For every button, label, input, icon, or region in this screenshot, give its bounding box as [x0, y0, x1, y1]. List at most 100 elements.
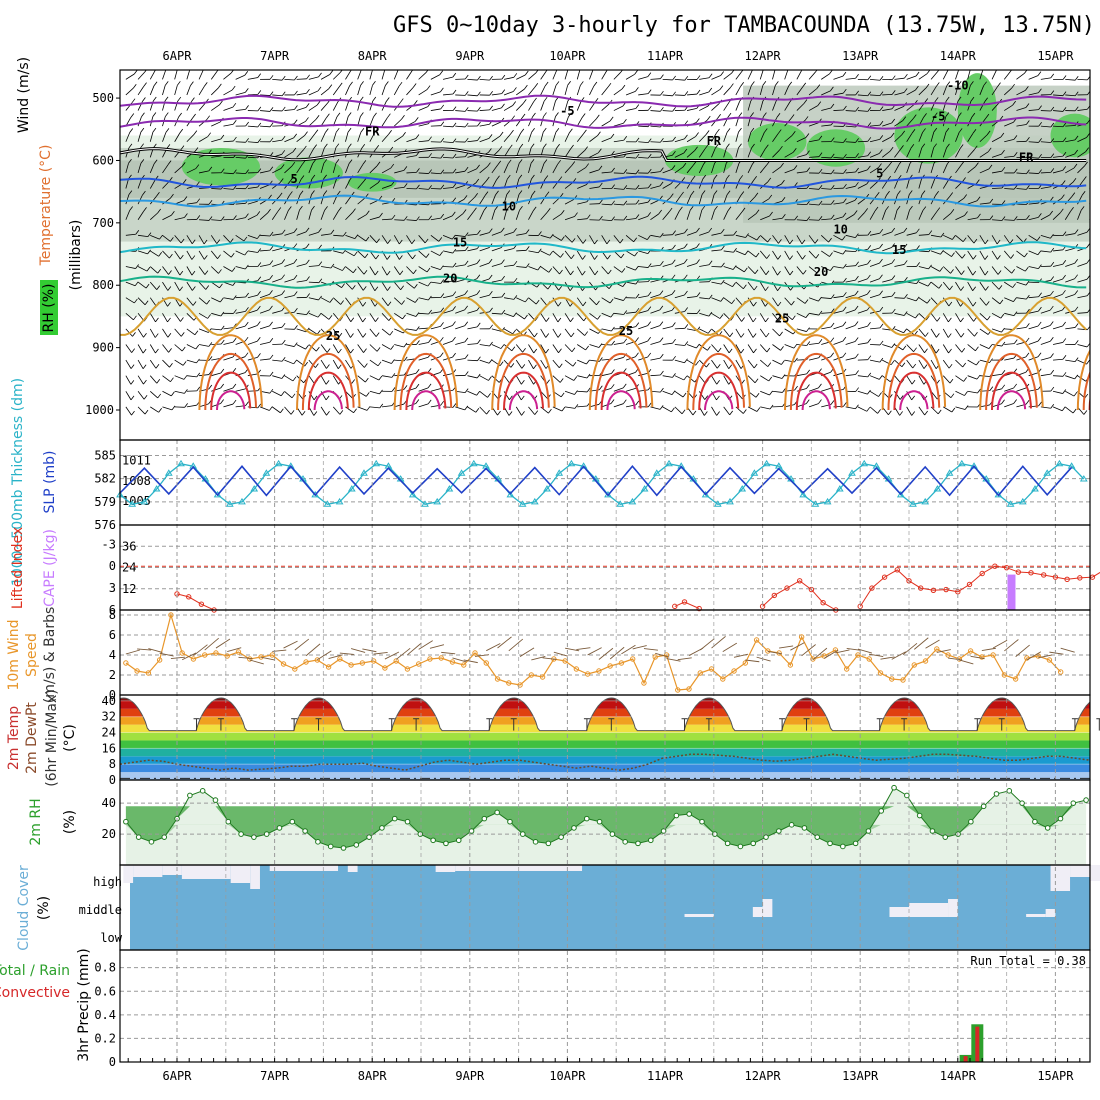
wind-barb [441, 651, 456, 655]
wind-barb [467, 168, 477, 174]
wind-barb-flag [184, 213, 188, 218]
wind-barb [1028, 172, 1039, 174]
wind-barb-flag [525, 263, 530, 268]
wind-barb [442, 309, 453, 314]
wind-barb [857, 169, 868, 174]
wind-barb-flag [158, 408, 162, 413]
wind-barb-flag [558, 348, 562, 353]
wind-barb [1089, 281, 1090, 283]
cloud-clear-high [1070, 865, 1090, 877]
wind-barb [711, 210, 715, 220]
wind-barb-flag [156, 192, 160, 197]
wind-barb [638, 187, 649, 189]
wind-barb [979, 281, 986, 291]
li-point [943, 586, 949, 593]
wind-barb-flag [350, 317, 355, 323]
wind-barb-flag [269, 245, 274, 251]
wind-barb-flag [780, 162, 784, 168]
wind-barb-flag [647, 153, 652, 159]
wind-barb-flag [855, 233, 859, 238]
wind-barb-flag [972, 129, 977, 134]
wind-barb-flag [311, 205, 315, 211]
wind-barb [723, 250, 734, 253]
wind-barb-flag [524, 84, 528, 90]
wind-barb [833, 216, 844, 221]
wind-barb [601, 297, 611, 304]
wind-barb [174, 132, 181, 142]
wind-barb-flag [362, 333, 367, 338]
wind-barb-flag [403, 166, 408, 171]
wind-barb-flag [1096, 379, 1099, 383]
wind-speed-point [675, 687, 681, 693]
wind-barb-flag [659, 290, 664, 295]
wind-barb-flag [789, 239, 794, 245]
wind-barb-flag [777, 129, 782, 134]
rh-point [443, 840, 449, 847]
wind-barb-flag [131, 348, 135, 353]
wind-barb [894, 106, 904, 111]
wind-barb [369, 281, 376, 291]
wind-barb [260, 125, 271, 128]
wind-barb [552, 70, 558, 80]
wind-barb-flag [452, 183, 457, 188]
wind-barb [223, 281, 233, 286]
rh-point [878, 808, 885, 814]
wind-barb-flag [635, 169, 640, 175]
wind-barb [564, 344, 573, 352]
wind-barb-flag [689, 205, 694, 211]
isotherm-loop [704, 390, 734, 411]
wind-barb [272, 326, 283, 330]
wind-speed-point [911, 662, 917, 668]
wind-barb-flag [843, 105, 847, 111]
wind-barb-flag [997, 82, 1001, 87]
wind-barb-flag [281, 374, 286, 379]
wind-barb [137, 297, 146, 306]
wind-barb [906, 232, 917, 236]
wind-speed-point [134, 668, 140, 674]
rh-point [827, 840, 833, 847]
wind-barb-flag [879, 340, 884, 346]
wind-barb-flag [672, 136, 676, 142]
wind-barb [845, 279, 856, 283]
wind-barb-flag [867, 259, 871, 265]
wind-barb [930, 86, 937, 96]
wind-barb-flag [501, 103, 505, 109]
wind-barb-flag [1026, 137, 1030, 142]
wind-barb-flag [828, 237, 832, 243]
wind-barb [332, 406, 341, 415]
thickness-point [1006, 500, 1015, 507]
wind-barb [247, 141, 258, 143]
temp-tick-label: 8 [109, 757, 116, 771]
wind-barb-flag [501, 259, 505, 264]
wind-barb-flag [611, 184, 615, 189]
wind-barb-flag [976, 196, 981, 202]
wind-barb [308, 232, 319, 236]
wind-barb [369, 344, 378, 352]
wind-barb [759, 266, 767, 275]
rh-point [647, 837, 654, 844]
wind-barb-flag [875, 192, 880, 197]
wind-barb-flag [1012, 283, 1016, 288]
wind-barb-flag [279, 178, 284, 183]
wind-barb [796, 403, 807, 408]
wind-barb [1004, 357, 1015, 361]
date-label-bottom: 13APR [842, 1069, 879, 1083]
wind-barb [393, 118, 402, 127]
wind-barb-flag [245, 105, 249, 110]
wind-speed-point [280, 661, 287, 667]
wind-barb [870, 327, 881, 330]
wind-barb-flag [157, 393, 162, 399]
wind-barb [747, 132, 752, 142]
wind-barb [601, 235, 608, 245]
wind-barb [393, 85, 400, 96]
wind-barb [942, 85, 948, 96]
wind-barb [1052, 406, 1063, 412]
wind-barb-flag [500, 344, 505, 349]
wind-barb [272, 294, 282, 299]
wind-barb [601, 103, 610, 111]
wind-barb-flag [1074, 149, 1078, 155]
wind-barb-flag [203, 82, 208, 87]
wind-barb-flag [484, 191, 489, 196]
wind-barb [564, 406, 575, 409]
